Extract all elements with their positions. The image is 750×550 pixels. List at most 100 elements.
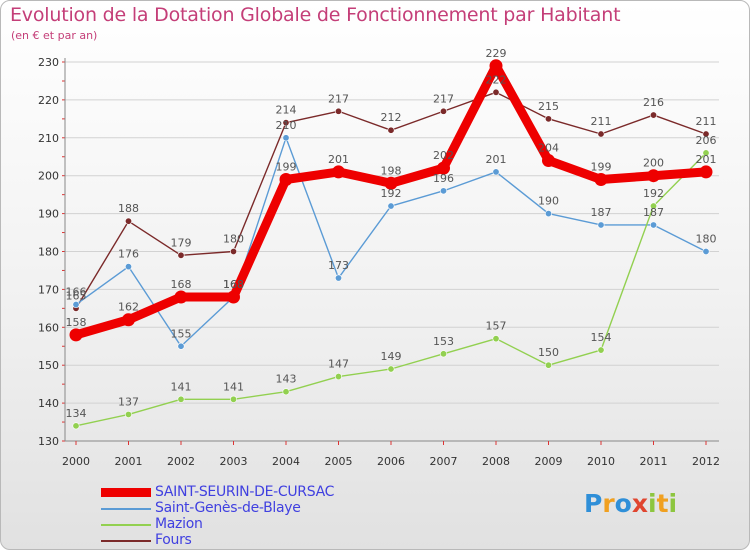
data-point [597,221,605,229]
data-point [649,221,657,229]
y-tick-label: 190 [38,208,59,221]
data-labels: 165 188 179 180 214 217 212 217 222 215 211 216 211 1… [66,47,717,420]
y-tick-label: 130 [38,435,59,448]
legend-swatch [101,488,151,497]
data-point [437,161,450,175]
data-label: 201 [328,153,349,166]
x-tick-label: 2004 [272,455,300,468]
legend-label: Mazion [155,516,203,532]
data-point [384,176,398,190]
data-label: 168 [223,278,244,291]
data-point [387,202,395,210]
data-label: 153 [433,335,454,348]
x-tick-label: 2002 [167,455,195,468]
data-label: 192 [381,187,402,200]
data-label: 190 [538,195,559,208]
y-tick-label: 170 [38,283,59,296]
data-point [177,395,185,403]
data-point [177,342,185,350]
data-label: 217 [328,92,349,105]
x-tick-label: 2007 [430,455,458,468]
data-point [702,248,710,256]
data-point [334,107,342,115]
data-label: 157 [486,320,507,333]
data-point [122,313,135,327]
series-line [75,91,707,310]
x-tick-label: 2003 [220,455,248,468]
data-point [387,126,395,134]
tick-labels: 130 140 150 160 170 180 190 200 210 220 230 2000 200… [38,56,720,468]
axes [62,58,719,445]
data-point [647,169,660,183]
data-label: 165 [66,289,87,302]
data-point [125,217,133,225]
x-tick-label: 2005 [325,455,353,468]
data-label: 176 [118,248,139,261]
data-label: 201 [486,153,507,166]
logo-letter: t [656,489,669,518]
data-label: 202 [433,149,454,162]
legend-label: Fours [155,532,192,548]
y-tick-label: 140 [38,397,59,410]
y-tick-label: 160 [38,321,59,334]
data-label: 188 [118,202,139,215]
logo-letter: x [631,489,648,518]
y-tick-label: 150 [38,359,59,372]
data-point [649,111,657,119]
data-label: 134 [66,407,87,420]
x-tick-label: 2001 [115,455,143,468]
logo-letter: o [614,489,632,518]
x-tick-label: 2012 [692,455,720,468]
data-label: 187 [643,206,664,219]
data-label: 179 [171,236,192,249]
legend-swatch [101,524,151,526]
data-point [177,251,185,259]
data-label: 158 [66,316,87,329]
data-point [334,373,342,381]
data-label: 210 [276,119,297,132]
data-point [492,335,500,343]
data-label: 222 [486,73,507,86]
y-tick-label: 230 [38,56,59,69]
proxiti-logo: Proxiti [584,489,677,518]
data-point [282,119,290,127]
data-label: 198 [381,164,402,177]
x-tick-label: 2009 [535,455,563,468]
data-point [597,346,605,354]
data-label: 196 [433,172,454,185]
data-point [387,365,395,373]
legend-label: Saint-Genès-de-Blaye [155,500,301,516]
data-label: 149 [381,350,402,363]
data-point [439,187,447,195]
data-label: 211 [591,115,612,128]
data-point [174,290,188,304]
data-label: 155 [171,327,192,340]
y-tick-label: 220 [38,94,59,107]
data-label: 212 [381,111,402,124]
data-label: 173 [328,259,349,272]
data-point [649,202,657,210]
data-point [542,154,555,168]
data-label: 215 [538,100,559,113]
data-label: 192 [643,187,664,200]
data-point [332,165,345,179]
data-point [227,290,240,304]
data-point [544,115,552,123]
data-point [492,88,500,96]
legend-swatch [101,540,151,542]
data-point [594,172,608,186]
data-point [282,134,290,142]
data-label: 211 [696,115,717,128]
logo-letter: i [668,489,678,518]
data-label: 168 [223,278,244,291]
data-label: 137 [118,395,139,408]
data-label: 200 [643,157,664,170]
data-label: 141 [171,380,192,393]
data-label: 204 [538,142,559,155]
data-point [544,210,552,218]
data-point [439,107,447,115]
data-label: 143 [276,373,297,386]
chart-subtitle: (en € et par an) [11,29,98,42]
